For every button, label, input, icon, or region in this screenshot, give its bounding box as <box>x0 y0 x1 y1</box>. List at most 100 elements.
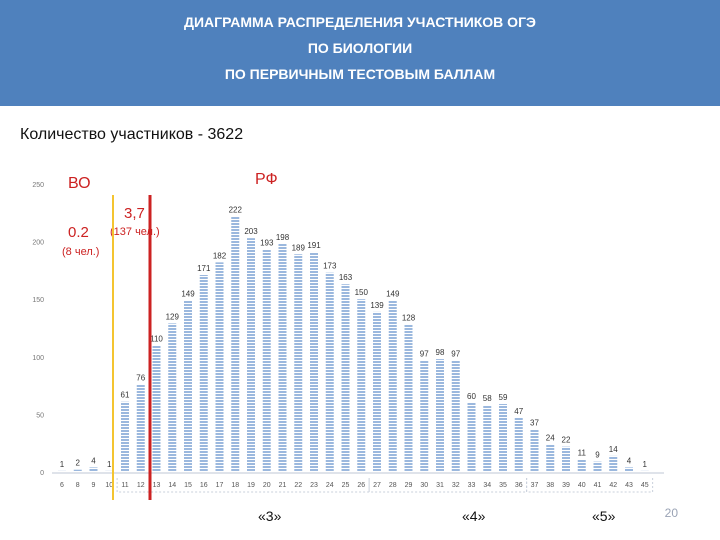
y-axis: 0 50 100 150 200 250 <box>32 182 44 477</box>
x-tick-label: 32 <box>452 482 460 489</box>
x-tick-label: 22 <box>294 482 302 489</box>
header-title-line-3: ПО ПЕРВИЧНЫМ ТЕСТОВЫМ БАЛЛАМ <box>224 66 496 82</box>
data-label: 150 <box>355 288 369 297</box>
bar <box>420 360 429 472</box>
data-label: 22 <box>562 436 571 445</box>
bar <box>357 299 366 472</box>
bar <box>499 404 507 472</box>
data-label: 97 <box>451 349 460 358</box>
x-tick-label: 29 <box>405 482 413 489</box>
x-tick-label: 20 <box>263 482 271 489</box>
x-tick-label: 10 <box>105 482 113 489</box>
data-label: 139 <box>370 301 384 310</box>
data-label: 198 <box>276 233 290 242</box>
data-label: 182 <box>213 251 227 260</box>
data-label: 24 <box>546 433 555 442</box>
header-banner: ДИАГРАММА РАСПРЕДЕЛЕНИЯ УЧАСТНИКОВ ОГЭ П… <box>0 0 720 106</box>
x-tick-label: 8 <box>76 482 80 489</box>
data-label: 9 <box>595 451 600 460</box>
data-label: 97 <box>420 349 429 358</box>
bar <box>247 238 255 472</box>
grade-4-label: «4» <box>462 508 486 524</box>
bar <box>609 455 618 472</box>
vo-percent: 0.2 <box>68 224 89 241</box>
rf-percent: 3,7 <box>124 205 145 222</box>
x-tick-label: 42 <box>609 482 617 489</box>
bar <box>168 323 177 472</box>
y-tick-label: 0 <box>40 470 44 477</box>
bar <box>278 243 287 472</box>
x-tick-label: 28 <box>389 482 397 489</box>
header-title-line-1: ДИАГРАММА РАСПРЕДЕЛЕНИЯ УЧАСТНИКОВ ОГЭ <box>184 14 536 30</box>
data-label: 59 <box>499 393 508 402</box>
x-tick-label: 16 <box>200 482 208 489</box>
bar <box>152 345 161 472</box>
data-label: 193 <box>260 239 274 248</box>
data-label: 11 <box>578 448 587 457</box>
x-tick-label: 35 <box>499 482 507 489</box>
data-label: 4 <box>91 456 96 465</box>
data-label: 37 <box>530 418 539 427</box>
x-tick-label: 17 <box>216 482 224 489</box>
vo-label: ВО <box>68 175 91 192</box>
grade-3-range <box>116 478 370 493</box>
x-tick-label: 33 <box>468 482 476 489</box>
x-tick-label: 12 <box>137 482 145 489</box>
data-label: 129 <box>166 312 180 321</box>
data-label: 1 <box>60 460 65 469</box>
y-tick-label: 250 <box>32 182 44 189</box>
x-tick-label: 38 <box>546 482 554 489</box>
x-tick-label: 31 <box>436 482 444 489</box>
bar <box>89 467 98 472</box>
data-label: 2 <box>76 459 81 468</box>
x-tick-label: 13 <box>153 482 161 489</box>
bar <box>483 405 492 472</box>
y-tick-label: 150 <box>32 297 44 304</box>
participants-count: Количество участников - 3622 <box>20 126 244 143</box>
data-label: 76 <box>136 373 145 382</box>
rf-label: РФ <box>255 171 278 188</box>
bar <box>514 417 523 472</box>
x-tick-label: 21 <box>279 482 287 489</box>
rf-count: (137 чел.) <box>110 226 160 238</box>
bar <box>262 249 271 472</box>
bar <box>373 311 381 472</box>
x-tick-label: 34 <box>483 482 491 489</box>
bar <box>388 300 397 472</box>
data-label: 14 <box>609 445 618 454</box>
x-tick-label: 36 <box>515 482 523 489</box>
data-label: 61 <box>121 391 130 400</box>
bar <box>310 251 318 472</box>
data-label: 1 <box>107 460 112 469</box>
bar <box>577 459 586 472</box>
x-tick-label: 41 <box>594 482 602 489</box>
bar <box>294 254 303 472</box>
grade-3-label: «3» <box>258 508 282 524</box>
bar <box>215 262 224 472</box>
data-label: 58 <box>483 394 492 403</box>
data-label: 191 <box>307 241 321 250</box>
x-axis: 6 8 9 10 11 12 13 14 15 16 17 18 19 20 21 22 23 24 25 26 27 2… <box>52 472 664 493</box>
bar <box>325 272 334 472</box>
data-label: 47 <box>514 407 523 416</box>
bar <box>640 470 649 472</box>
x-tick-label: 39 <box>562 482 570 489</box>
data-label: 203 <box>244 227 258 236</box>
bars <box>58 216 649 472</box>
x-tick-label: 19 <box>247 482 255 489</box>
bar <box>105 470 114 472</box>
bar <box>593 461 602 472</box>
bar <box>199 275 208 472</box>
grade-5-label: «5» <box>592 508 616 524</box>
x-tick-label: 25 <box>342 482 350 489</box>
bar <box>121 401 129 472</box>
vo-count: (8 чел.) <box>62 246 99 258</box>
y-tick-label: 50 <box>36 412 44 419</box>
x-tick-label: 18 <box>231 482 239 489</box>
x-tick-label: 9 <box>92 482 96 489</box>
bar <box>231 216 240 472</box>
bar <box>184 300 192 472</box>
header-title-line-2: ПО БИОЛОГИИ <box>307 40 413 56</box>
bar <box>58 470 66 472</box>
